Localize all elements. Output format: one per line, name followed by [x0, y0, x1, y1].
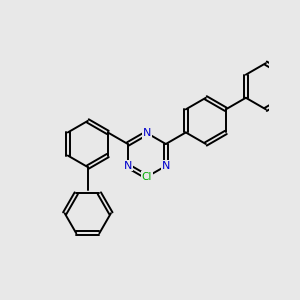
Text: N: N [142, 128, 151, 138]
Text: N: N [162, 161, 170, 171]
Text: N: N [162, 161, 170, 171]
Text: N: N [124, 161, 132, 171]
Text: N: N [124, 161, 132, 171]
Text: Cl: Cl [142, 172, 152, 182]
Text: N: N [142, 128, 151, 138]
Text: Cl: Cl [142, 172, 152, 182]
